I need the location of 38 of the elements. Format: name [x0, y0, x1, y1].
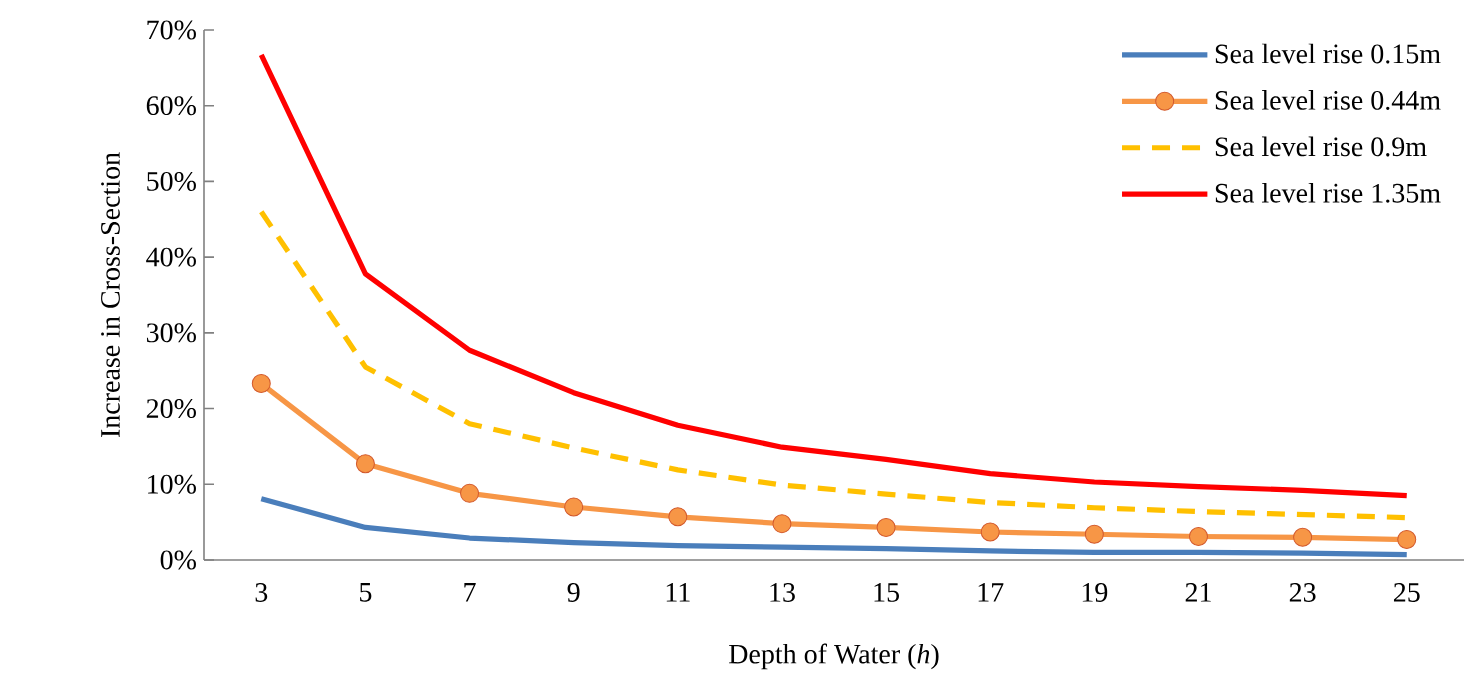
y-axis-title: Increase in Cross-Section [101, 152, 120, 438]
x-tick-label: 3 [255, 583, 268, 602]
x-tick-label: 25 [1393, 583, 1420, 602]
y-tick-label: 40% [146, 247, 196, 267]
point [1397, 530, 1417, 550]
y-tick-label: 10% [148, 474, 196, 494]
point [1084, 524, 1104, 544]
x-tick-label: 17 [978, 583, 1004, 602]
point [668, 507, 688, 527]
x-tick-label: 23 [1289, 583, 1316, 602]
y-tick-label: 70% [147, 20, 196, 40]
x-axis-title: Depth of Water (h) [729, 643, 939, 670]
y-tick-label: 30% [146, 323, 196, 343]
y-tick-label: 0% [160, 550, 196, 570]
legend-label: Sea level rise 0.44m [1215, 90, 1441, 110]
point [1293, 527, 1313, 547]
y-tick-label: 20% [146, 399, 196, 419]
x-tick-label: 5 [360, 583, 372, 602]
y-tick-label: 50% [147, 171, 196, 191]
x-tick-label: 15 [874, 583, 899, 602]
point [1188, 527, 1208, 547]
point [564, 497, 584, 517]
y-tick-label: 60% [146, 96, 196, 116]
point [772, 514, 792, 534]
point [251, 374, 271, 394]
point [355, 454, 375, 474]
point [460, 483, 480, 503]
x-tick-label: 19 [1082, 583, 1108, 602]
x-tick-label: 13 [770, 583, 795, 602]
legend-label: Sea level rise 0.9m [1215, 136, 1427, 157]
x-tick-label: 21 [1185, 583, 1211, 602]
point [876, 517, 896, 537]
legend-label: Sea level rise 0.15m [1215, 43, 1441, 64]
x-tick-label: 11 [666, 583, 690, 602]
point [980, 522, 1000, 542]
legend-label: Sea level rise 1.35m [1215, 182, 1441, 203]
x-tick-label: 9 [567, 583, 580, 602]
x-tick-label: 7 [464, 583, 476, 602]
